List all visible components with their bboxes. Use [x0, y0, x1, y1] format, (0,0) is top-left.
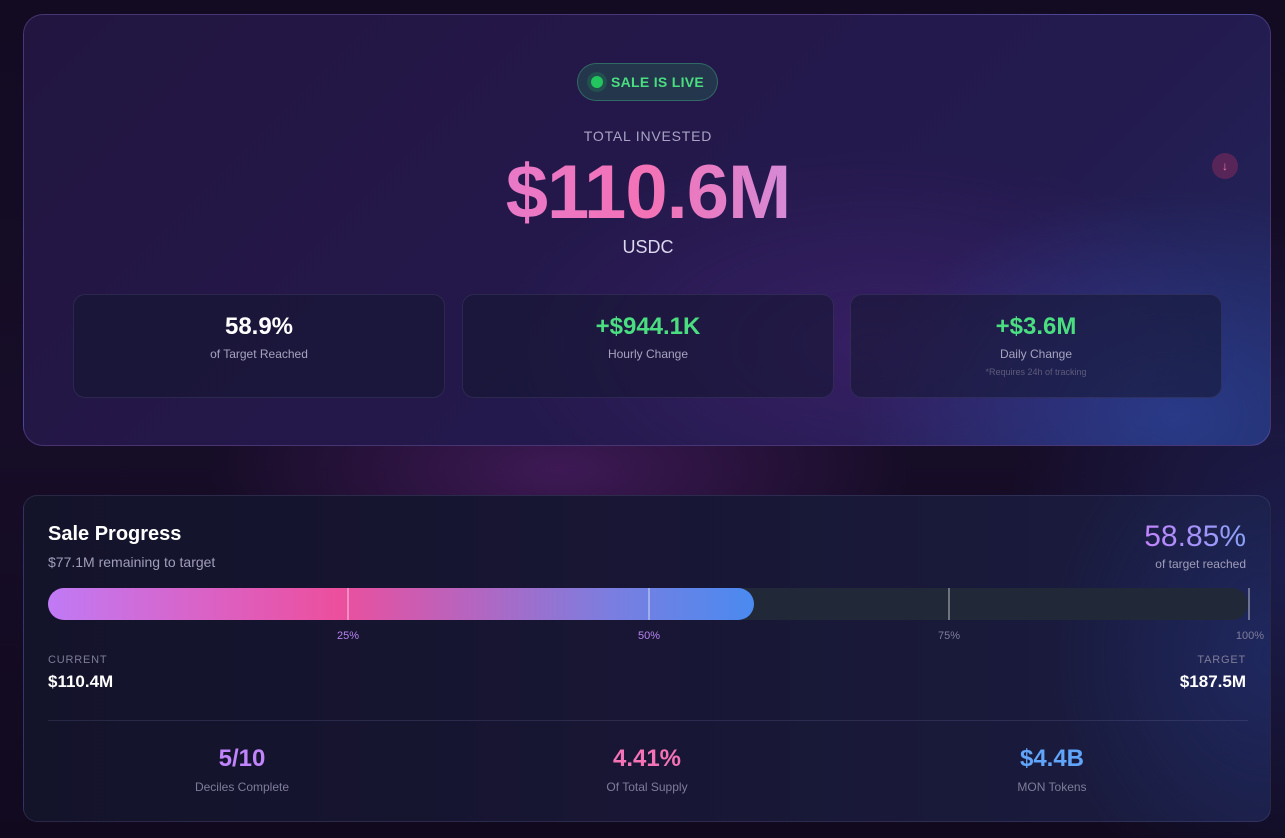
progress-percent-label: of target reached: [1155, 557, 1246, 571]
target-label: TARGET: [1197, 654, 1246, 666]
progress-percent: 58.85%: [1144, 520, 1246, 553]
stat-card-hourly-change: +$944.1K Hourly Change: [462, 294, 834, 398]
tick-label-25: 25%: [336, 630, 360, 642]
stat-value: +$3.6M: [995, 313, 1077, 340]
metric-label: Of Total Supply: [606, 780, 688, 794]
metric-mon-tokens: $4.4B MON Tokens: [852, 744, 1252, 794]
metric-label: MON Tokens: [1017, 780, 1087, 794]
stat-value: 58.9%: [224, 313, 294, 340]
total-invested-value: $110.6M: [505, 150, 792, 235]
stat-card-daily-change: +$3.6M Daily Change *Requires 24h of tra…: [850, 294, 1222, 398]
stat-note: *Requires 24h of tracking: [985, 367, 1087, 377]
sale-progress-title: Sale Progress: [48, 523, 182, 545]
tick-label-50: 50%: [637, 630, 661, 642]
metric-label: Deciles Complete: [194, 780, 290, 794]
tick-label-75: 75%: [937, 630, 961, 642]
arrow-down-icon: ↓: [1222, 159, 1228, 173]
tick-label-100: 100%: [1235, 630, 1265, 642]
tick-marker-100: [1248, 588, 1250, 620]
stat-label: Daily Change: [999, 347, 1073, 361]
metric-total-supply: 4.41% Of Total Supply: [447, 744, 847, 794]
sale-live-badge: SALE IS LIVE: [577, 63, 718, 101]
metric-value: 5/10: [218, 745, 266, 772]
progress-bar-track: [48, 588, 1248, 620]
currency-unit: USDC: [622, 237, 674, 257]
scroll-down-button[interactable]: ↓: [1212, 153, 1238, 179]
progress-bar-fill: [48, 588, 755, 620]
tick-marker-25: [347, 588, 349, 620]
target-value: $187.5M: [1179, 672, 1246, 691]
tick-marker-75: [948, 588, 950, 620]
metric-value: $4.4B: [1019, 745, 1085, 772]
tick-marker-50: [648, 588, 650, 620]
remaining-to-target: $77.1M remaining to target: [48, 554, 216, 570]
total-invested-card: SALE IS LIVE TOTAL INVESTED $110.6M USDC…: [23, 14, 1271, 446]
stat-label: Hourly Change: [607, 347, 689, 361]
metric-deciles-complete: 5/10 Deciles Complete: [42, 744, 442, 794]
current-label: CURRENT: [48, 654, 108, 666]
metric-value: 4.41%: [612, 745, 682, 772]
stat-value: +$944.1K: [595, 313, 701, 340]
current-value: $110.4M: [48, 672, 114, 691]
stat-label: of Target Reached: [210, 347, 308, 361]
stat-card-target-reached: 58.9% of Target Reached: [73, 294, 445, 398]
sale-progress-card: Sale Progress $77.1M remaining to target…: [23, 495, 1271, 822]
section-divider: [48, 720, 1248, 721]
live-status-dot-icon: [590, 76, 603, 88]
total-invested-label: TOTAL INVESTED: [583, 128, 713, 144]
sale-live-text: SALE IS LIVE: [610, 74, 705, 90]
